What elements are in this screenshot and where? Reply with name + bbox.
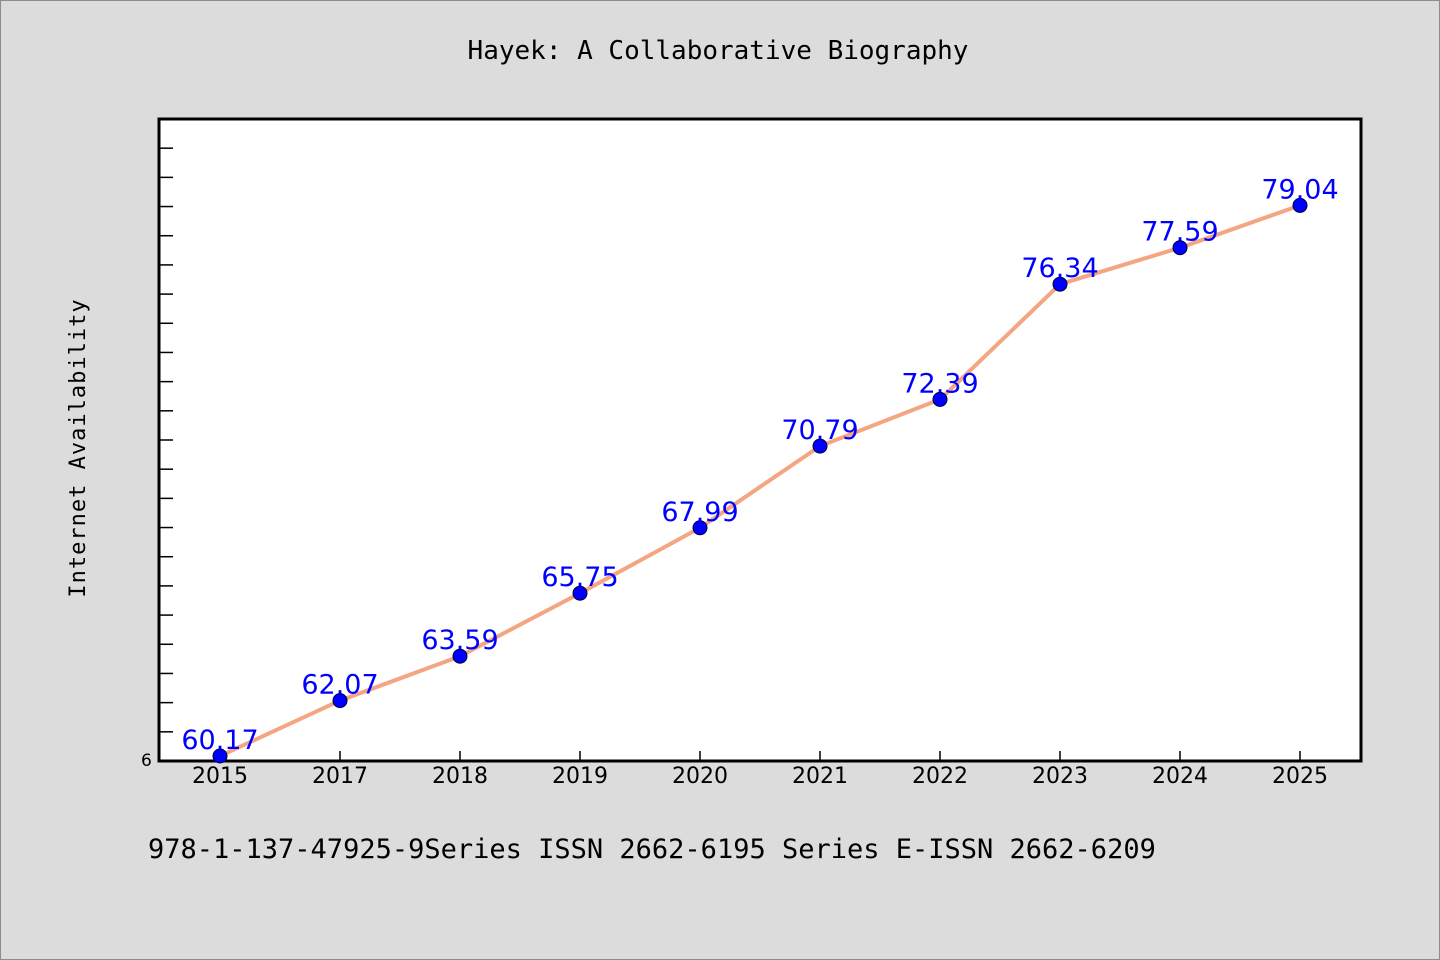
x-tick-label: 2024 (1152, 764, 1208, 789)
data-point (692, 520, 708, 536)
data-point (812, 438, 828, 454)
x-tick-label: 2020 (672, 764, 728, 789)
data-label: 79.04 (1261, 174, 1338, 205)
data-label: 76.34 (1021, 253, 1098, 284)
data-point (572, 585, 588, 601)
data-label: 62.07 (301, 670, 378, 701)
data-point (452, 648, 468, 664)
x-tick-label: 2021 (792, 764, 848, 789)
series-markers (212, 197, 1308, 764)
data-label: 70.79 (781, 415, 858, 446)
y-axis-ticks (159, 118, 173, 762)
data-label: 65.75 (541, 562, 618, 593)
x-tick-label: 2025 (1272, 764, 1328, 789)
x-axis: 2015 2017 2018 2019 2020 2021 2022 2023 2024 2025 (192, 751, 1328, 789)
data-point (332, 693, 348, 709)
data-label: 72.39 (901, 368, 978, 399)
data-label: 67.99 (661, 497, 738, 528)
data-point (212, 748, 228, 764)
data-labels: 60.17 62.07 63.59 65.75 67.99 70.79 72.39 76.34… (181, 174, 1338, 756)
y-axis-label: Internet Availability (66, 298, 91, 597)
x-tick-label: 2022 (912, 764, 968, 789)
x-tick-label: 2023 (1032, 764, 1088, 789)
x-tick-label: 2018 (432, 764, 488, 789)
data-label: 60.17 (181, 725, 258, 756)
data-point (1052, 276, 1068, 292)
x-tick-label: 2019 (552, 764, 608, 789)
data-point (1292, 197, 1308, 213)
plot-area (157, 117, 1363, 763)
footer-isbn-issn: 978-1-137-47925-9Series ISSN 2662-6195 S… (148, 834, 1156, 865)
y-tick-label: 6 (141, 751, 152, 771)
data-point (1172, 240, 1188, 256)
series-line (218, 203, 1302, 758)
x-tick-label: 2015 (192, 764, 248, 789)
x-tick-label: 2017 (312, 764, 368, 789)
data-point (932, 391, 948, 407)
chart-title: Hayek: A Collaborative Biography (467, 36, 969, 66)
data-label: 63.59 (421, 625, 498, 656)
data-label: 77.59 (1141, 217, 1218, 248)
